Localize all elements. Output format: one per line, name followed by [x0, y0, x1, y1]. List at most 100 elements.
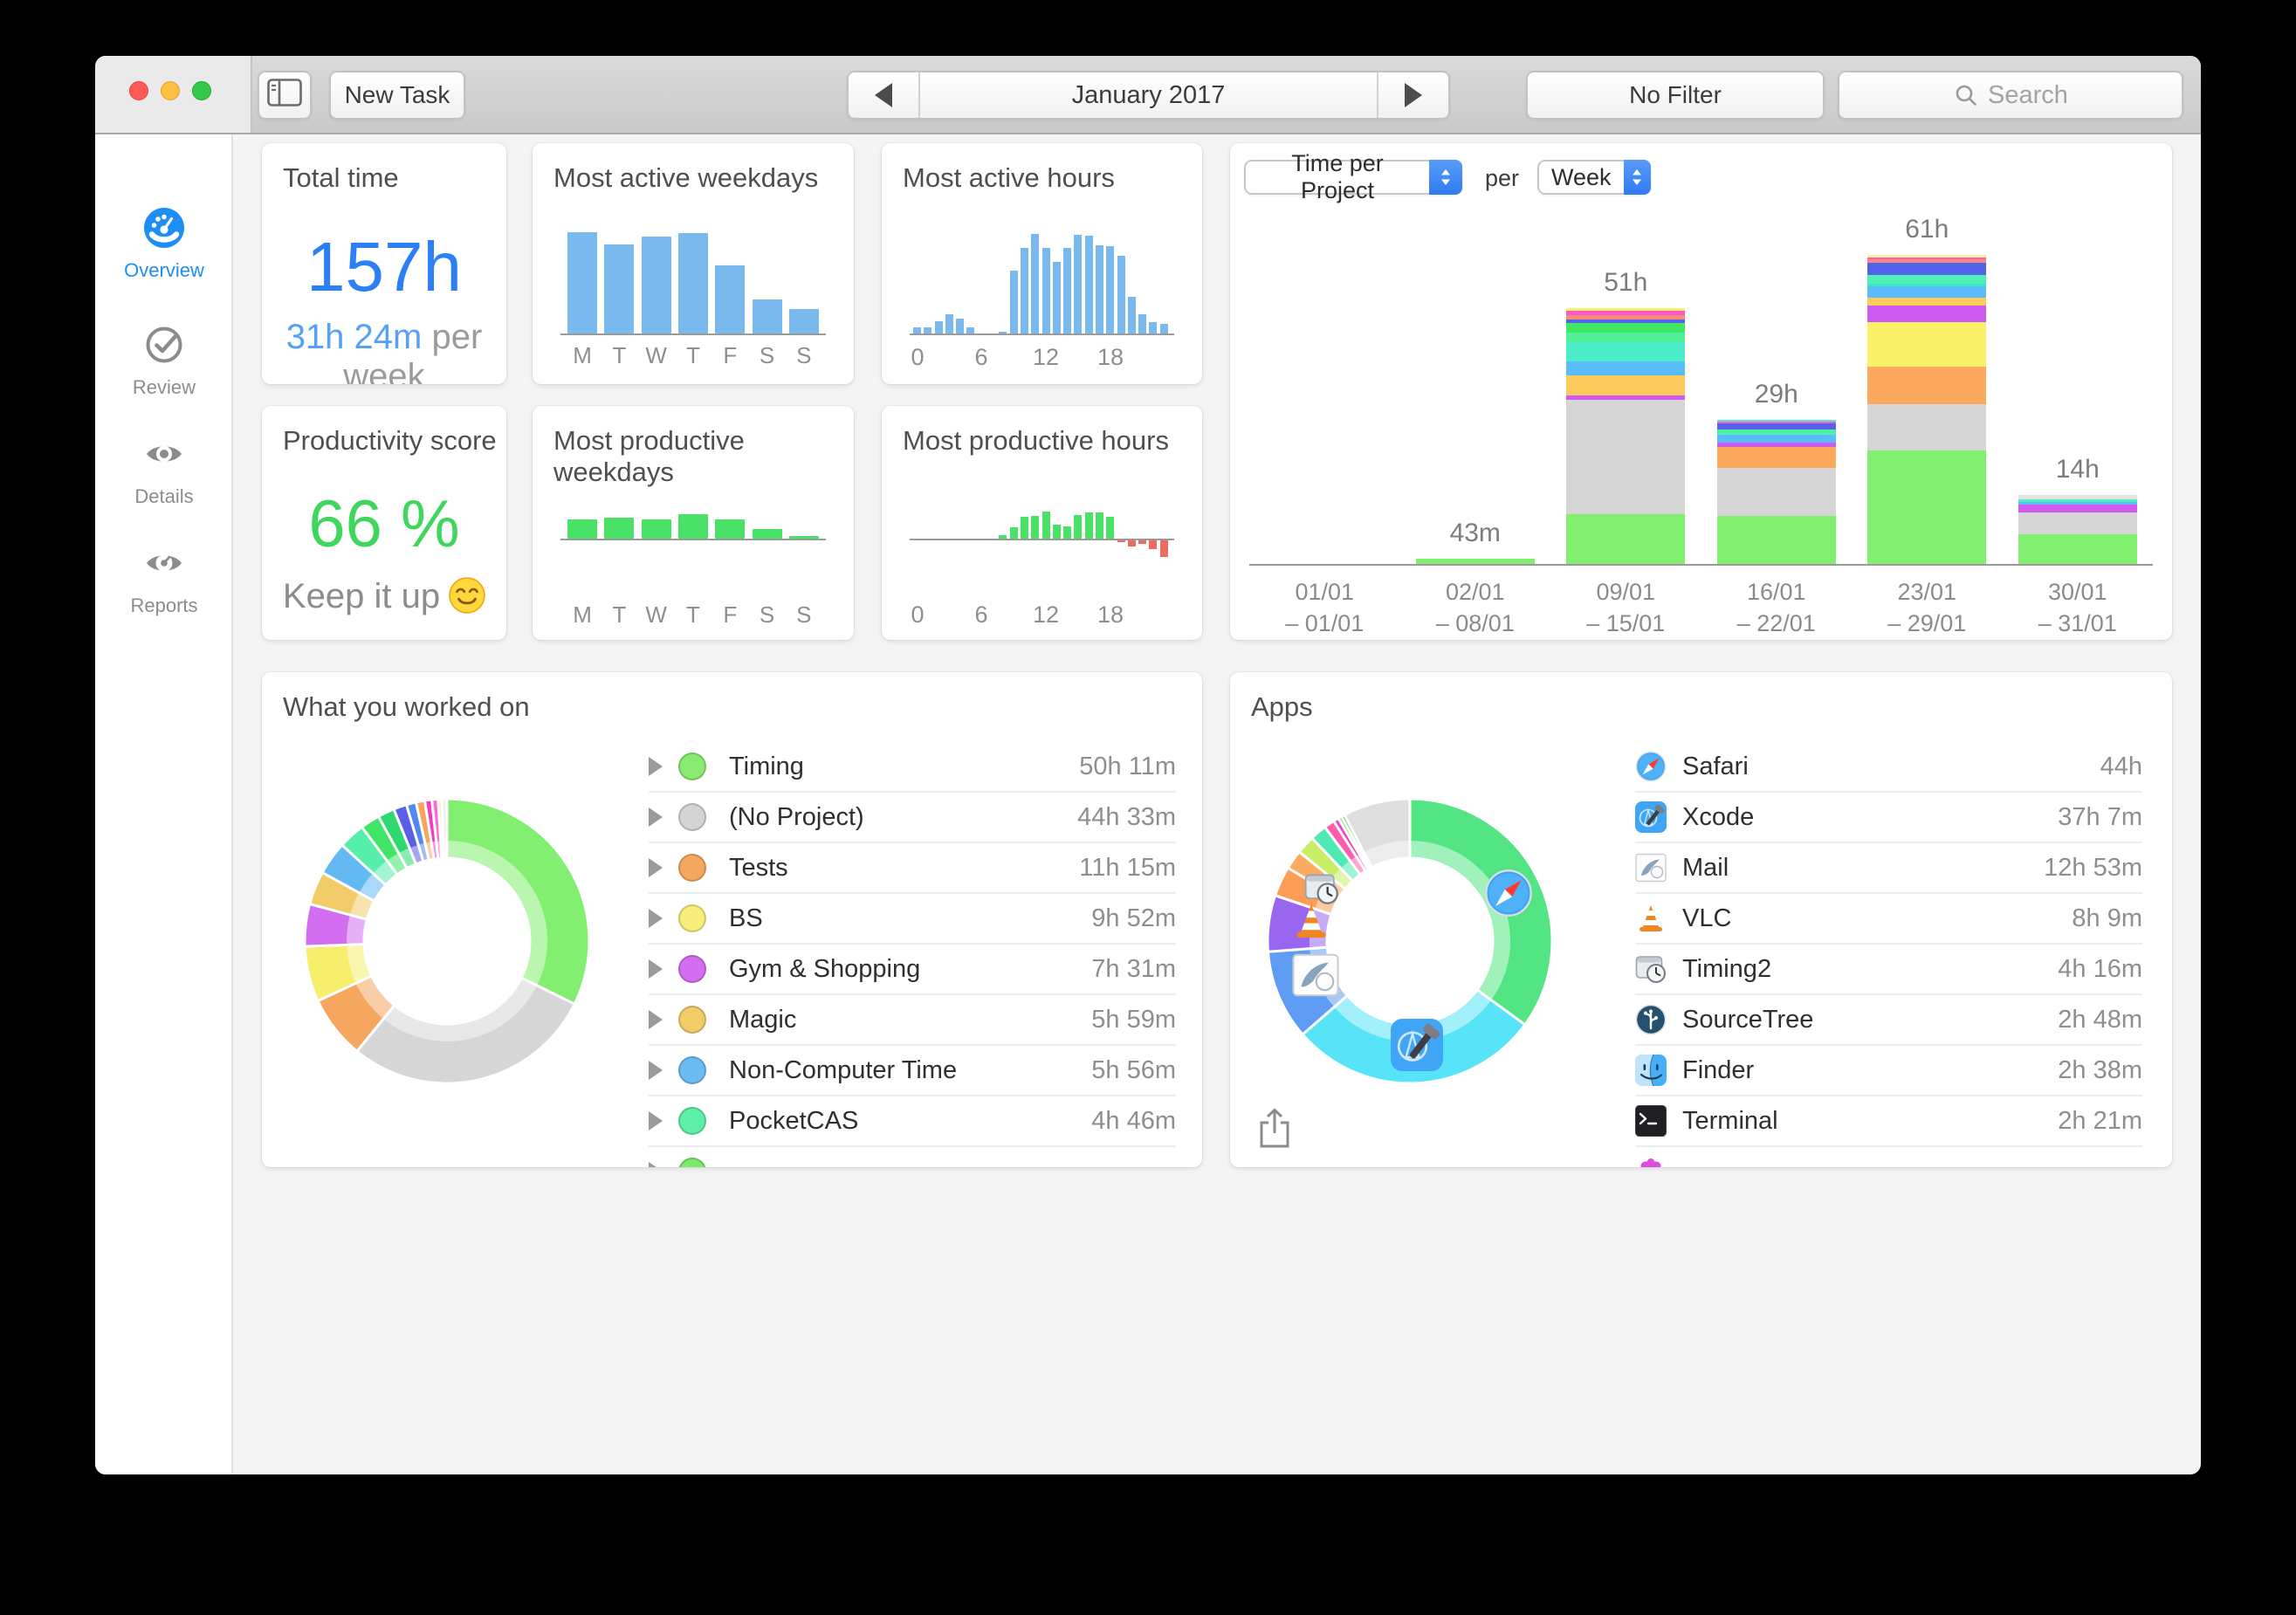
project-row[interactable]: Magic 5h 59m	[649, 995, 1176, 1046]
date-line: 16/01	[1746, 579, 1806, 605]
axis-tick-label: 6	[974, 344, 988, 370]
interval-select[interactable]: Week	[1537, 160, 1651, 195]
app-window: New Task January 2017 No Filter Search O…	[95, 56, 2201, 1474]
sidebar-item-details[interactable]: Details	[95, 434, 233, 508]
project-row[interactable]: PocketCAS 4h 46m	[649, 1096, 1176, 1147]
project-row[interactable]	[649, 1147, 1176, 1167]
active-weekdays-chart	[564, 230, 822, 333]
bar-segment-turquoise	[1566, 342, 1686, 361]
app-row[interactable]: Xcode 37h 7m	[1635, 793, 2142, 843]
bar	[677, 233, 708, 333]
sidebar-item-label: Details	[134, 485, 194, 507]
date-line: 09/01	[1596, 579, 1656, 605]
sidebar-toggle-button[interactable]	[258, 71, 312, 120]
filter-button[interactable]: No Filter	[1526, 71, 1825, 120]
bar-segment-orchid	[1716, 443, 1836, 447]
disclosure-triangle-icon[interactable]	[649, 1111, 663, 1130]
x-axis-label: 30/01 – 31/01	[2003, 576, 2154, 639]
project-color-dot	[678, 1158, 706, 1167]
card-title: Most productive hours	[903, 425, 1169, 456]
bar	[1031, 234, 1039, 333]
toolbar: New Task January 2017 No Filter Search	[95, 56, 2201, 134]
bar	[1106, 246, 1114, 333]
share-icon[interactable]	[1255, 1107, 1294, 1149]
app-row[interactable]: Finder 2h 38m	[1635, 1046, 2142, 1096]
project-row[interactable]: BS 9h 52m	[649, 894, 1176, 945]
sidebar-item-reports[interactable]: Reports	[95, 543, 233, 617]
disclosure-triangle-icon[interactable]	[649, 757, 663, 776]
weekday-bar-slot	[711, 513, 748, 539]
productivity-message: Keep it up	[262, 577, 506, 616]
sidebar-item-label: Reports	[130, 594, 198, 616]
project-name: Magic	[729, 1005, 797, 1034]
app-row[interactable]: Terminal 2h 21m	[1635, 1096, 2142, 1147]
project-color-dot	[678, 803, 706, 831]
bar	[1042, 512, 1050, 539]
date-line: – 22/01	[1736, 610, 1816, 636]
project-row[interactable]: Gym & Shopping 7h 31m	[649, 945, 1176, 995]
project-row[interactable]: Timing 50h 11m	[649, 742, 1176, 793]
panel-title: What you worked on	[283, 691, 530, 722]
app-row[interactable]: Safari 44h	[1635, 742, 2142, 793]
bar	[1021, 517, 1028, 539]
eye-gauge-icon	[144, 543, 184, 583]
project-row[interactable]: (No Project) 44h 33m	[649, 793, 1176, 843]
bar-segment-green	[1566, 514, 1686, 564]
sidebar-item-overview[interactable]: Overview	[95, 208, 233, 282]
prev-period-button[interactable]	[849, 72, 920, 118]
next-period-button[interactable]	[1377, 72, 1448, 118]
bar	[677, 514, 708, 539]
search-input[interactable]: Search	[1838, 71, 2183, 120]
close-button[interactable]	[129, 81, 148, 100]
bar	[966, 327, 974, 333]
disclosure-triangle-icon[interactable]	[649, 909, 663, 928]
app-row[interactable]: VLC 8h 9m	[1635, 894, 2142, 945]
panel-title: Apps	[1251, 691, 1313, 722]
bar-segment-gray	[1716, 468, 1836, 516]
weekday-bar-slot	[711, 230, 748, 333]
apps-list: Safari 44h Xcode 37h 7m Mail 12h 53m VLC 8h 9m T…	[1635, 742, 2142, 1167]
axis-tick-label: T	[686, 601, 700, 628]
app-row[interactable]: Timing2 4h 16m	[1635, 945, 2142, 995]
disclosure-triangle-icon[interactable]	[649, 858, 663, 877]
group-by-select[interactable]: Time per Project	[1244, 150, 1462, 203]
bar	[641, 237, 671, 333]
disclosure-triangle-icon[interactable]	[649, 1162, 663, 1167]
per-week-value: 31h 24m	[285, 318, 423, 356]
window-controls	[129, 81, 211, 100]
bar	[788, 309, 819, 333]
minimize-button[interactable]	[161, 81, 180, 100]
flower-icon	[1635, 1156, 1667, 1167]
bar-segment-green	[2018, 534, 2137, 564]
axis-tick-label: S	[759, 601, 775, 628]
app-row[interactable]: SourceTree 2h 48m	[1635, 995, 2142, 1046]
disclosure-triangle-icon[interactable]	[649, 1061, 663, 1080]
project-name: (No Project)	[729, 802, 864, 831]
disclosure-triangle-icon[interactable]	[649, 808, 663, 827]
sourcetree-icon	[1635, 1004, 1667, 1035]
stacked-bar	[1566, 308, 1686, 564]
disclosure-triangle-icon[interactable]	[649, 959, 663, 979]
zoom-button[interactable]	[192, 81, 211, 100]
bar	[1085, 236, 1093, 333]
active-hours-chart	[913, 232, 1171, 333]
new-task-button[interactable]: New Task	[329, 71, 465, 120]
app-row[interactable]: Mail 12h 53m	[1635, 843, 2142, 894]
card-title: Productivity score	[283, 425, 497, 456]
eye-icon	[144, 434, 184, 474]
project-row[interactable]: Non-Computer Time 5h 56m	[649, 1046, 1176, 1096]
terminal-icon	[1635, 1104, 1667, 1137]
project-row[interactable]: Tests 11h 15m	[649, 843, 1176, 894]
date-range-label[interactable]: January 2017	[1071, 80, 1226, 109]
disclosure-triangle-icon[interactable]	[649, 1010, 663, 1029]
app-row[interactable]	[1635, 1147, 2142, 1167]
vlc-icon	[1291, 901, 1331, 941]
sidebar-item-review[interactable]: Review	[95, 325, 233, 399]
bar-value-label: 61h	[1905, 215, 1949, 244]
x-axis-label: 23/01 – 29/01	[1852, 576, 2003, 639]
axis-tick-label: 12	[1032, 601, 1060, 628]
axis-tick-label: 6	[974, 601, 988, 628]
hour-axis-labels: 0 6 12 18	[911, 344, 1171, 374]
donut-slice	[440, 797, 449, 860]
bar-value-label: 29h	[1754, 380, 1798, 409]
